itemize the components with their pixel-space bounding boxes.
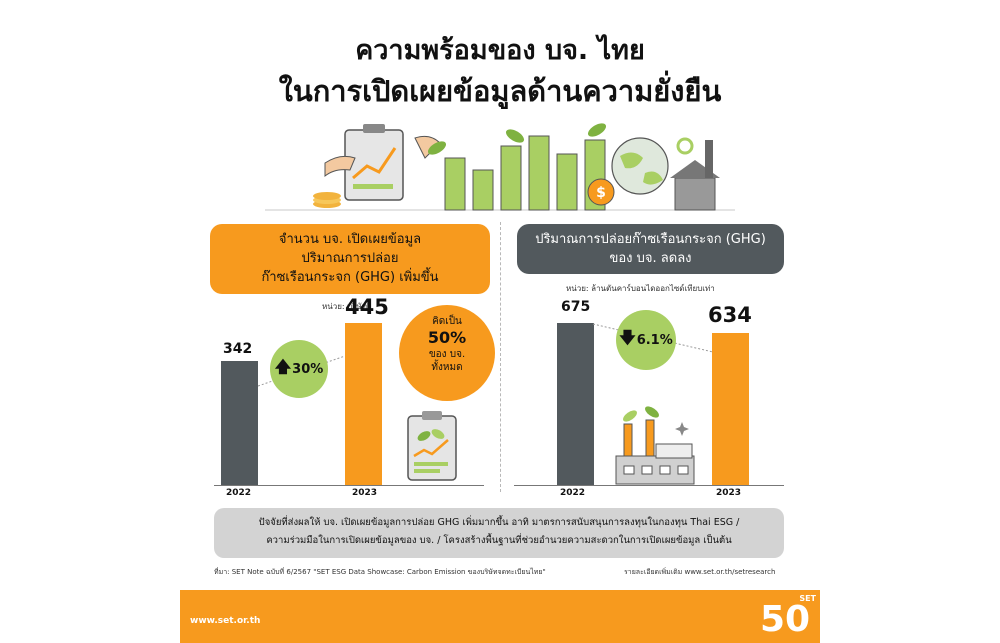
factory-icon — [615, 406, 695, 485]
callout-line-3: ทั้งหมด — [431, 362, 463, 373]
factors-box: ปัจจัยที่ส่งผลให้ บจ. เปิดเผยข้อมูลการปล… — [214, 508, 784, 558]
left-change-circle: 🡅 30% — [270, 340, 328, 398]
left-heading-line-3: ก๊าซเรือนกระจก (GHG) เพิ่มขึ้น — [261, 270, 439, 285]
left-chart-baseline — [214, 485, 484, 486]
right-chart-baseline — [514, 485, 784, 486]
up-arrow-icon: 🡅 — [274, 356, 292, 376]
logo-number: 50 — [760, 599, 811, 640]
panel-divider — [500, 222, 501, 492]
callout-line-1: คิดเป็น — [432, 316, 462, 327]
left-year-label-2023: 2023 — [352, 488, 378, 498]
right-bar-2022 — [557, 323, 594, 485]
right-bar-2023 — [712, 333, 749, 485]
title-line-1: ความพร้อมของ บจ. ไทย — [355, 35, 645, 66]
right-year-label-2023: 2023 — [716, 488, 742, 498]
left-bar-2022 — [221, 361, 258, 485]
right-change-label: 6.1% — [636, 332, 673, 348]
left-panel-heading: จำนวน บจ. เปิดเผยข้อมูล ปริมาณการปล่อย ก… — [210, 224, 490, 294]
factors-line-2: ความร่วมมือในการเปิดเผยข้อมูลของ บจ. / โ… — [266, 535, 732, 546]
right-unit-label: หน่วย: ล้านตันคาร์บอนไดออกไซด์เทียบเท่า — [566, 284, 715, 293]
right-heading-line-2: ของ บจ. ลดลง — [609, 251, 692, 266]
clipboard-icon — [407, 411, 457, 481]
footer-bar: www.set.or.th 50 SET — [180, 590, 820, 643]
left-unit-label: หน่วย: บริษัท — [322, 302, 368, 311]
left-year-label-2022: 2022 — [226, 488, 252, 498]
sustainability-illustration: $ — [265, 123, 735, 211]
down-arrow-icon: 🡇 — [619, 327, 636, 347]
right-heading-line-1: ปริมาณการปล่อยก๊าซเรือนกระจก (GHG) — [535, 232, 766, 247]
right-value-label-2023: 634 — [708, 303, 752, 327]
left-value-label-2023: 445 — [345, 295, 389, 319]
right-value-label-2022: 675 — [561, 299, 591, 315]
logo-text: SET — [799, 594, 816, 603]
set-50-logo: 50 SET — [760, 594, 816, 642]
factors-line-1: ปัจจัยที่ส่งผลให้ บจ. เปิดเผยข้อมูลการปล… — [258, 517, 740, 528]
share-callout: คิดเป็น 50% ของ บจ. ทั้งหมด — [399, 305, 495, 401]
left-change-label: 30% — [292, 361, 324, 377]
right-change-circle: 🡇 6.1% — [616, 310, 676, 370]
callout-percent: 50% — [427, 328, 467, 347]
right-year-label-2022: 2022 — [560, 488, 586, 498]
svg-text:$: $ — [596, 185, 606, 201]
title-line-2: ในการเปิดเผยข้อมูลด้านความยั่งยืน — [278, 74, 722, 108]
right-panel-heading: ปริมาณการปล่อยก๊าซเรือนกระจก (GHG) ของ บ… — [517, 224, 784, 274]
callout-line-2: ของ บจ. — [428, 349, 466, 360]
left-value-label-2022: 342 — [223, 341, 253, 357]
source-text: ที่มา: SET Note ฉบับที่ 6/2567 "SET ESG … — [214, 568, 546, 576]
left-heading-line-1: จำนวน บจ. เปิดเผยข้อมูล — [278, 232, 422, 247]
more-info-text: รายละเอียดเพิ่มเติม www.set.or.th/setres… — [624, 568, 776, 576]
left-heading-line-2: ปริมาณการปล่อย — [301, 251, 399, 266]
left-bar-2023 — [345, 323, 382, 485]
footer-url[interactable]: www.set.or.th — [190, 616, 261, 626]
